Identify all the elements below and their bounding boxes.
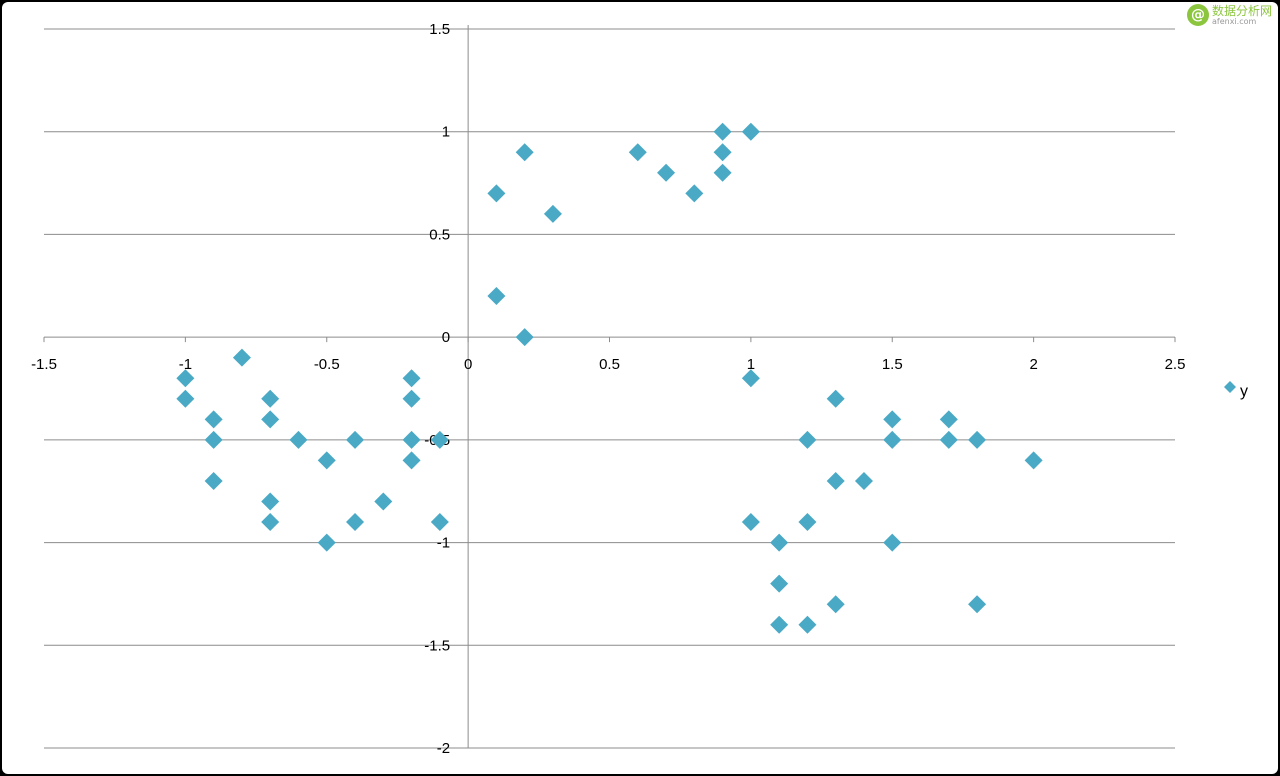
data-point: [968, 595, 987, 614]
data-point: [713, 143, 732, 162]
data-point: [430, 513, 449, 532]
x-tick-label: 2.5: [1165, 356, 1186, 373]
data-point: [204, 430, 223, 449]
y-tick-label: 1.5: [429, 21, 450, 38]
data-point: [1024, 451, 1043, 470]
data-point: [770, 533, 789, 552]
x-tick-labels: -1.5 -1 -0.5 0 0.5 1 1.5 2 2.5: [31, 356, 1185, 373]
data-point: [770, 615, 789, 634]
data-points: [176, 122, 1043, 634]
x-tick-label: -1: [179, 356, 192, 373]
gridlines: [44, 28, 1175, 749]
data-point: [657, 163, 676, 182]
data-point: [713, 122, 732, 141]
x-tick-label: -1.5: [31, 356, 57, 373]
x-tick-label: 1: [747, 356, 755, 373]
y-tick-label: -1: [437, 535, 450, 552]
data-point: [939, 430, 958, 449]
watermark: @ 数据分析网 afenxi.com: [1186, 2, 1272, 28]
axes: [43, 25, 1176, 748]
data-point: [685, 184, 704, 203]
data-point: [430, 430, 449, 449]
y-tick-label: 0: [442, 329, 450, 346]
data-point: [883, 410, 902, 429]
data-point: [402, 430, 421, 449]
data-point: [741, 122, 760, 141]
data-point: [798, 430, 817, 449]
legend-marker: [1224, 381, 1236, 393]
data-point: [261, 410, 280, 429]
data-point: [826, 471, 845, 490]
data-point: [854, 471, 873, 490]
data-point: [402, 389, 421, 408]
data-point: [798, 513, 817, 532]
data-point: [770, 574, 789, 593]
data-point: [543, 204, 562, 223]
data-point: [289, 430, 308, 449]
data-point: [487, 287, 506, 306]
x-tick-label: 0.5: [599, 356, 620, 373]
data-point: [204, 471, 223, 490]
data-point: [402, 369, 421, 388]
y-tick-label: -2: [437, 740, 450, 757]
watermark-text: 数据分析网: [1211, 3, 1272, 18]
x-tick-label: 2: [1029, 356, 1037, 373]
y-tick-label: -1.5: [424, 637, 450, 654]
data-point: [515, 143, 534, 162]
data-point: [741, 369, 760, 388]
data-point: [261, 513, 280, 532]
y-tick-label: 0.5: [429, 226, 450, 243]
data-point: [487, 184, 506, 203]
data-point: [346, 513, 365, 532]
watermark-logo-icon: @: [1186, 4, 1209, 26]
data-point: [628, 143, 647, 162]
watermark-url: afenxi.com: [1211, 16, 1257, 26]
data-point: [939, 410, 958, 429]
data-point: [826, 389, 845, 408]
data-point: [317, 451, 336, 470]
data-point: [883, 533, 902, 552]
x-tick-label: 0: [464, 356, 472, 373]
data-point: [204, 410, 223, 429]
data-point: [374, 492, 393, 511]
data-point: [826, 595, 845, 614]
data-point: [176, 389, 195, 408]
data-point: [346, 430, 365, 449]
data-point: [261, 492, 280, 511]
data-point: [176, 369, 195, 388]
data-point: [741, 513, 760, 532]
data-point: [232, 348, 251, 367]
data-point: [968, 430, 987, 449]
y-tick-label: 1: [442, 124, 450, 141]
data-point: [798, 615, 817, 634]
data-point: [261, 389, 280, 408]
data-point: [883, 430, 902, 449]
legend: y: [1224, 381, 1248, 400]
x-tick-label: 1.5: [882, 356, 903, 373]
watermark-text-block: 数据分析网 afenxi.com: [1212, 5, 1272, 26]
x-tick-label: -0.5: [314, 356, 340, 373]
data-point: [713, 163, 732, 182]
y-tick-labels: 1.510.50-0.5-1-1.5-2: [424, 21, 450, 757]
data-point: [402, 451, 421, 470]
data-point: [515, 328, 534, 347]
legend-label: y: [1240, 383, 1248, 400]
data-point: [317, 533, 336, 552]
